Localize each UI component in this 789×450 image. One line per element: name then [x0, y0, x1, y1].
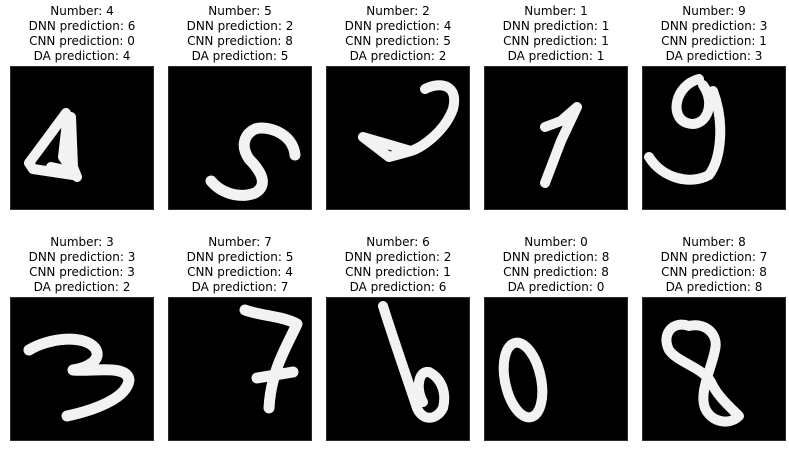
true-number-label: Number: 8 — [682, 235, 746, 249]
digit-panel-5: Number: 9 DNN prediction: 3 CNN predicti… — [642, 4, 786, 210]
da-prediction-label: DA prediction: 7 — [191, 280, 289, 294]
cnn-prediction-label: CNN prediction: 3 — [29, 265, 135, 279]
true-number-label: Number: 1 — [524, 4, 588, 18]
da-prediction-label: DA prediction: 4 — [33, 49, 131, 63]
dnn-prediction-label: DNN prediction: 5 — [186, 250, 294, 264]
da-prediction-label: DA prediction: 3 — [665, 49, 763, 63]
digit-panel-7: Number: 7 DNN prediction: 5 CNN predicti… — [168, 235, 312, 441]
digit-image — [168, 66, 312, 210]
digit-image — [10, 66, 154, 210]
da-prediction-label: DA prediction: 6 — [349, 280, 447, 294]
true-number-label: Number: 5 — [208, 4, 272, 18]
digit-panel-10: Number: 8 DNN prediction: 7 CNN predicti… — [642, 235, 786, 441]
panel-caption: Number: 1 DNN prediction: 1 CNN predicti… — [484, 4, 628, 64]
digit-image — [484, 66, 628, 210]
panel-caption: Number: 9 DNN prediction: 3 CNN predicti… — [642, 4, 786, 64]
digit-image — [10, 297, 154, 441]
true-number-label: Number: 2 — [366, 4, 430, 18]
cnn-prediction-label: CNN prediction: 8 — [503, 265, 609, 279]
true-number-label: Number: 4 — [50, 4, 114, 18]
dnn-prediction-label: DNN prediction: 7 — [660, 250, 768, 264]
digit-panel-1: Number: 4 DNN prediction: 6 CNN predicti… — [10, 4, 154, 210]
digit-image — [168, 297, 312, 441]
digit-panel-2: Number: 5 DNN prediction: 2 CNN predicti… — [168, 4, 312, 210]
dnn-prediction-label: DNN prediction: 8 — [502, 250, 610, 264]
da-prediction-label: DA prediction: 2 — [33, 280, 131, 294]
da-prediction-label: DA prediction: 5 — [191, 49, 289, 63]
dnn-prediction-label: DNN prediction: 4 — [344, 19, 452, 33]
digit-image — [642, 66, 786, 210]
digit-panel-6: Number: 3 DNN prediction: 3 CNN predicti… — [10, 235, 154, 441]
cnn-prediction-label: CNN prediction: 4 — [187, 265, 293, 279]
dnn-prediction-label: DNN prediction: 3 — [28, 250, 136, 264]
dnn-prediction-label: DNN prediction: 2 — [186, 19, 294, 33]
panel-caption: Number: 4 DNN prediction: 6 CNN predicti… — [10, 4, 154, 64]
digit-image — [484, 297, 628, 441]
panel-caption: Number: 7 DNN prediction: 5 CNN predicti… — [168, 235, 312, 295]
digit-panel-9: Number: 0 DNN prediction: 8 CNN predicti… — [484, 235, 628, 441]
da-prediction-label: DA prediction: 0 — [507, 280, 605, 294]
digit-image — [326, 66, 470, 210]
panel-caption: Number: 2 DNN prediction: 4 CNN predicti… — [326, 4, 470, 64]
dnn-prediction-label: DNN prediction: 3 — [660, 19, 768, 33]
cnn-prediction-label: CNN prediction: 1 — [345, 265, 451, 279]
cnn-prediction-label: CNN prediction: 1 — [503, 34, 609, 48]
cnn-prediction-label: CNN prediction: 8 — [187, 34, 293, 48]
cnn-prediction-label: CNN prediction: 0 — [29, 34, 135, 48]
cnn-prediction-label: CNN prediction: 5 — [345, 34, 451, 48]
dnn-prediction-label: DNN prediction: 6 — [28, 19, 136, 33]
digit-panel-4: Number: 1 DNN prediction: 1 CNN predicti… — [484, 4, 628, 210]
cnn-prediction-label: CNN prediction: 1 — [661, 34, 767, 48]
da-prediction-label: DA prediction: 1 — [507, 49, 605, 63]
panel-caption: Number: 6 DNN prediction: 2 CNN predicti… — [326, 235, 470, 295]
panel-caption: Number: 3 DNN prediction: 3 CNN predicti… — [10, 235, 154, 295]
panel-caption: Number: 8 DNN prediction: 7 CNN predicti… — [642, 235, 786, 295]
da-prediction-label: DA prediction: 2 — [349, 49, 447, 63]
panel-caption: Number: 5 DNN prediction: 2 CNN predicti… — [168, 4, 312, 64]
true-number-label: Number: 6 — [366, 235, 430, 249]
digit-image — [642, 297, 786, 441]
da-prediction-label: DA prediction: 8 — [665, 280, 763, 294]
true-number-label: Number: 3 — [50, 235, 114, 249]
dnn-prediction-label: DNN prediction: 2 — [344, 250, 452, 264]
true-number-label: Number: 7 — [208, 235, 272, 249]
digit-image — [326, 297, 470, 441]
true-number-label: Number: 0 — [524, 235, 588, 249]
true-number-label: Number: 9 — [682, 4, 746, 18]
panel-caption: Number: 0 DNN prediction: 8 CNN predicti… — [484, 235, 628, 295]
dnn-prediction-label: DNN prediction: 1 — [502, 19, 610, 33]
digit-panel-8: Number: 6 DNN prediction: 2 CNN predicti… — [326, 235, 470, 441]
digit-panel-3: Number: 2 DNN prediction: 4 CNN predicti… — [326, 4, 470, 210]
cnn-prediction-label: CNN prediction: 8 — [661, 265, 767, 279]
